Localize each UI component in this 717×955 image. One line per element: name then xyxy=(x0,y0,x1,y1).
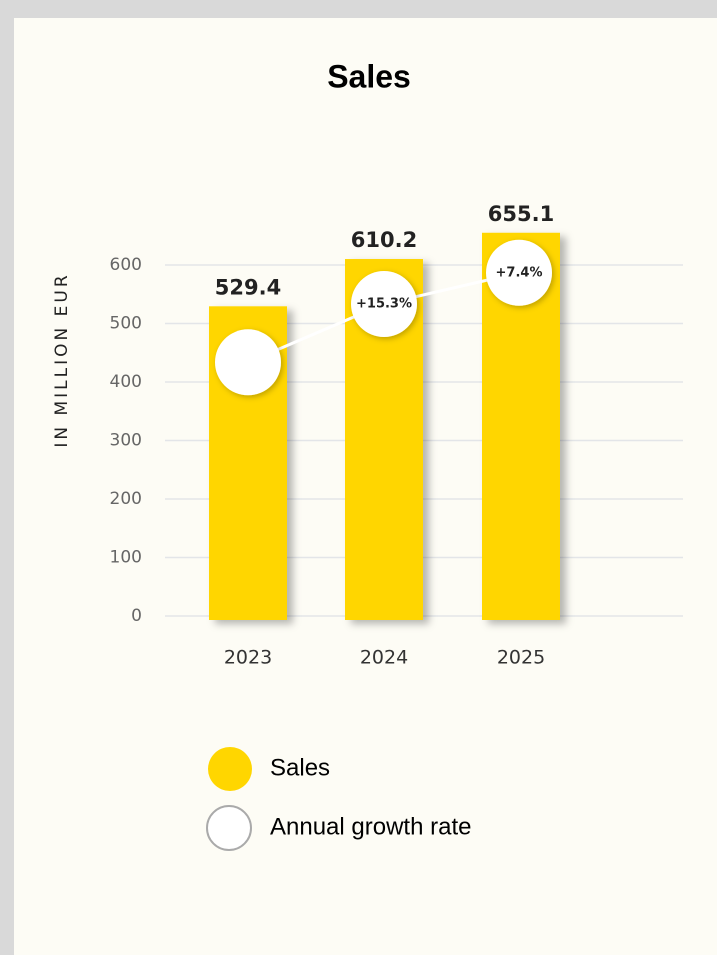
y-axis-label: IN MILLION EUR xyxy=(52,272,72,447)
growth-marker xyxy=(486,239,552,306)
legend-label: Annual growth rate xyxy=(270,813,471,840)
x-tick-label: 2024 xyxy=(360,647,408,669)
y-tick-label: 400 xyxy=(110,372,142,392)
x-tick-label: 2025 xyxy=(497,647,545,669)
y-tick-label: 200 xyxy=(110,489,142,509)
y-tick-label: 500 xyxy=(110,314,142,334)
growth-marker xyxy=(215,329,281,396)
growth-label: +7.4% xyxy=(496,265,543,280)
y-tick-label: 100 xyxy=(110,548,142,568)
legend-label: Sales xyxy=(270,754,330,781)
growth-marker xyxy=(351,271,417,338)
chart-title: Sales xyxy=(327,58,411,94)
legend-swatch xyxy=(206,805,252,851)
x-tick-label: 2023 xyxy=(224,647,272,669)
bar-value-label: 610.2 xyxy=(351,228,417,252)
growth-label: +15.3% xyxy=(356,297,412,312)
bar-value-label: 529.4 xyxy=(215,275,281,299)
legend-swatch xyxy=(208,747,252,791)
bar-value-label: 655.1 xyxy=(488,202,554,226)
y-tick-label: 300 xyxy=(110,431,142,451)
y-tick-label: 600 xyxy=(110,255,142,275)
y-tick-label: 0 xyxy=(131,606,142,626)
